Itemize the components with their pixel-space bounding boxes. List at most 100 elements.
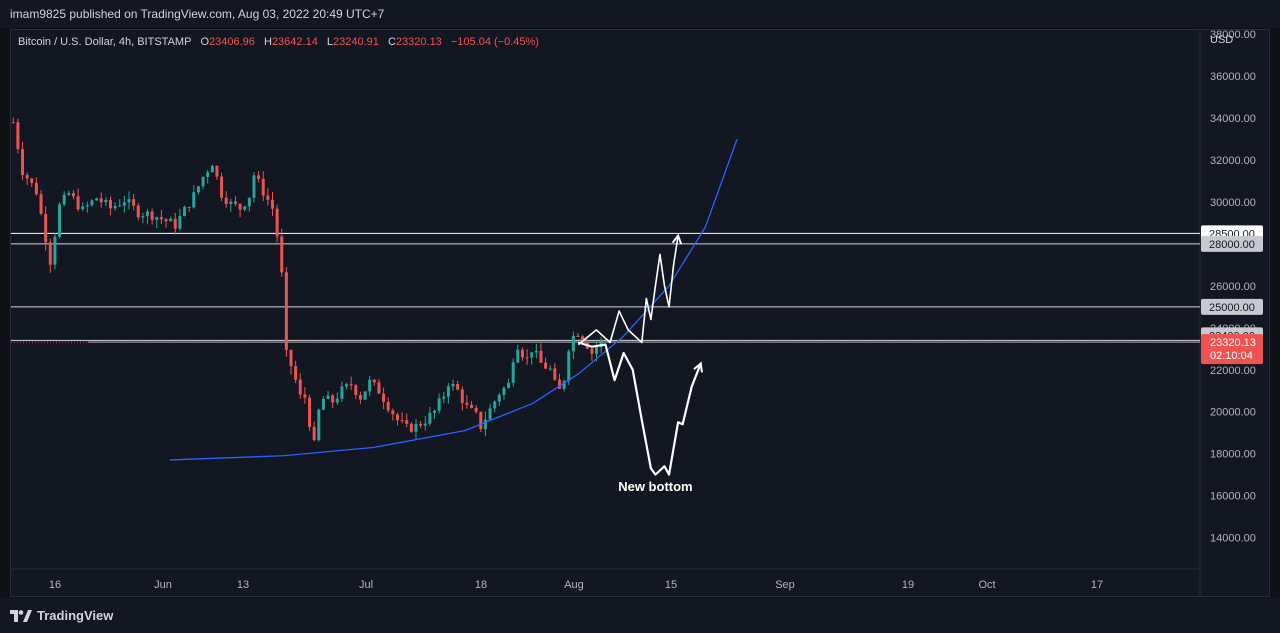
candle-body: [196, 186, 200, 193]
candle-body: [76, 196, 80, 210]
candle-body: [16, 122, 20, 150]
candle-body: [419, 424, 423, 426]
candle-body: [303, 394, 307, 398]
candle-body: [581, 336, 585, 343]
price-tick-label: 34000.00: [1210, 113, 1256, 125]
bearish-scenario-path: [577, 341, 702, 476]
time-tick-label: Oct: [978, 579, 995, 591]
candle-body: [405, 420, 409, 424]
candle-body: [576, 335, 580, 337]
price-tick-label: 30000.00: [1210, 197, 1256, 209]
candle-body: [502, 387, 506, 395]
currency-label: USD: [1210, 34, 1234, 46]
time-tick-label: 15: [665, 579, 677, 591]
candle-body: [382, 393, 386, 402]
level-price-badge: [1201, 235, 1263, 252]
price-tick-label: 38000.00: [1210, 29, 1256, 41]
last-price-label: 23320.13: [1210, 337, 1256, 349]
candle-body: [400, 420, 404, 422]
time-tick-label: 17: [1091, 579, 1103, 591]
candle-body: [395, 414, 399, 421]
candle-body: [58, 204, 62, 237]
candle-body: [90, 200, 94, 206]
candle-body: [243, 206, 247, 210]
candle-body: [460, 389, 464, 403]
new-bottom-annotation: New bottom: [618, 479, 692, 494]
candle-body: [11, 122, 15, 124]
candle-body: [470, 404, 474, 408]
tradingview-brand[interactable]: TradingView: [10, 608, 113, 623]
candle-body: [317, 409, 321, 441]
candle-body: [261, 178, 265, 196]
candle-body: [210, 165, 214, 173]
candle-body: [201, 176, 205, 187]
candle-body: [599, 340, 603, 348]
candle-body: [150, 211, 154, 220]
candle-body: [48, 242, 52, 265]
symbol-name: Bitcoin / U.S. Dollar, 4h, BITSTAMP: [18, 36, 192, 48]
candle-body: [340, 386, 344, 399]
chart-panel[interactable]: [10, 29, 1270, 597]
candle-body: [21, 149, 25, 175]
candle-body: [252, 175, 256, 198]
candle-body: [270, 199, 274, 209]
parabolic-support-curve: [169, 138, 738, 461]
high-label: H: [263, 36, 272, 48]
candle-body: [34, 182, 38, 195]
candle-body: [372, 379, 376, 383]
change-value: −105.04 (−0.45%): [450, 36, 539, 48]
candle-body: [257, 175, 261, 179]
candle-body: [544, 362, 548, 369]
candle-body: [39, 194, 43, 214]
candle-body: [71, 193, 75, 197]
bullish-scenario-path: [577, 235, 679, 346]
bearish-arrowhead: [693, 361, 703, 373]
price-tick-label: 16000.00: [1210, 491, 1256, 503]
bullish-arrowhead: [671, 233, 683, 245]
low-label: L: [326, 36, 334, 48]
candle-body: [530, 352, 534, 358]
open-value: 23406.96: [209, 36, 255, 48]
candle-body: [414, 424, 418, 432]
candle-body: [215, 165, 219, 177]
publisher-info: imam9825 published on TradingView.com, A…: [10, 7, 385, 21]
candle-body: [354, 385, 358, 396]
candle-body: [456, 383, 460, 390]
candle-body: [81, 206, 85, 210]
candle-body: [183, 206, 187, 217]
candle-body: [391, 410, 395, 415]
candle-body: [345, 384, 349, 387]
candle-body: [557, 379, 561, 389]
candle-body: [122, 202, 126, 206]
candle-body: [289, 349, 293, 367]
candle-body: [266, 195, 270, 200]
candle-body: [386, 401, 390, 411]
level-price-label: 25000.00: [1209, 302, 1255, 314]
candle-body: [567, 351, 571, 381]
candle-body: [349, 384, 353, 386]
time-tick-label: Sep: [775, 579, 795, 591]
candle-body: [308, 397, 312, 427]
candle-body: [548, 368, 552, 370]
candle-body: [363, 391, 367, 400]
candle-body: [132, 199, 136, 206]
candle-body: [571, 335, 575, 352]
price-tick-label: 20000.00: [1210, 407, 1256, 419]
candle-body: [159, 217, 163, 220]
candle-body: [479, 411, 483, 430]
candle-body: [488, 408, 492, 420]
candle-body: [155, 217, 159, 220]
candle-body: [423, 423, 427, 426]
time-tick-label: Jul: [359, 579, 373, 591]
publish-header-bar: imam9825 published on TradingView.com, A…: [0, 0, 1280, 28]
low-value: 23240.91: [333, 36, 379, 48]
close-value: 23320.13: [395, 36, 442, 48]
level-price-label: 28000.00: [1209, 239, 1255, 251]
candle-body: [442, 396, 446, 399]
candle-body: [446, 386, 450, 397]
candle-body: [127, 199, 131, 203]
price-tick-label: 32000.00: [1210, 155, 1256, 167]
candle-body: [229, 201, 233, 204]
candle-body: [590, 348, 594, 354]
